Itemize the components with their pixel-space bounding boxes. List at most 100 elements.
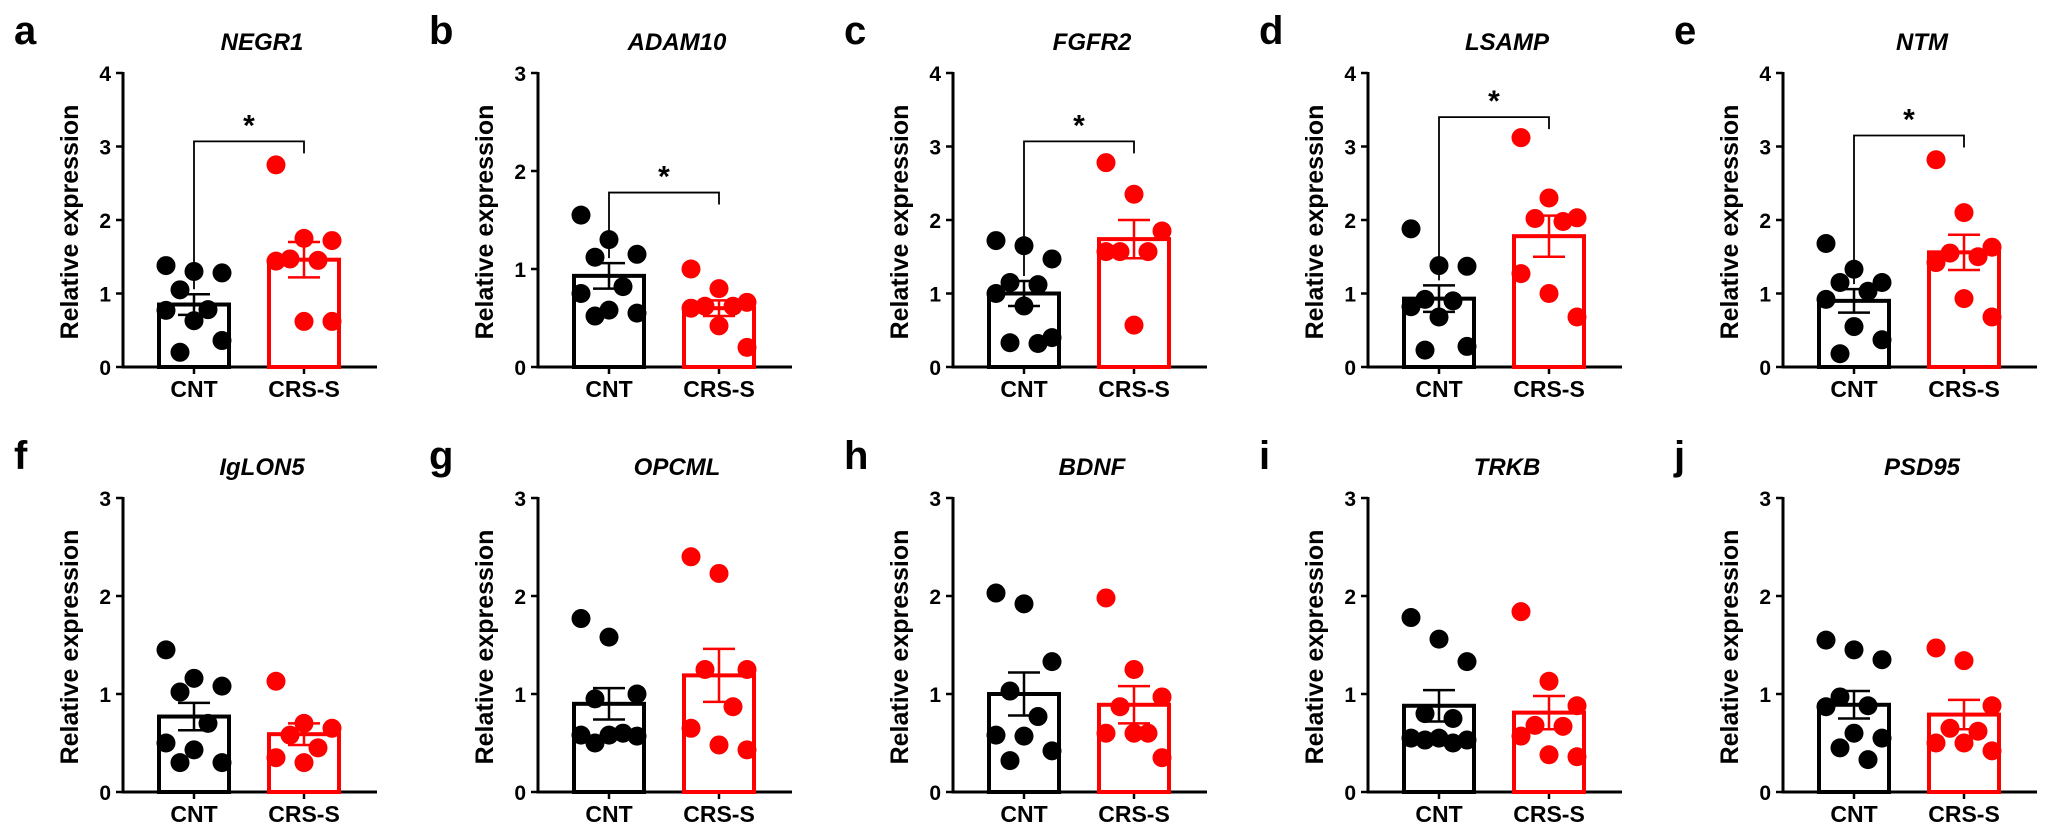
y-axis-label: Relative expression <box>1301 530 1329 765</box>
x-tick-label: CNT <box>170 801 217 827</box>
y-tick-label: 4 <box>1759 63 1771 86</box>
data-point <box>1457 652 1477 672</box>
y-tick-label: 0 <box>514 782 526 805</box>
data-point <box>1401 219 1421 239</box>
data-point <box>1926 150 1946 170</box>
panel-c: c FGFR2 Relative expression 0 1 2 3 4 CNT CRS-S * <box>844 9 1207 402</box>
data-point <box>681 718 701 738</box>
y-tick-label: 3 <box>1344 137 1356 160</box>
data-point <box>1872 272 1892 292</box>
y-axis-label: Relative expression <box>886 105 914 340</box>
y-tick-label: 2 <box>929 586 941 609</box>
y-tick-label: 2 <box>1344 586 1356 609</box>
data-point <box>170 682 190 702</box>
data-point <box>1539 284 1559 303</box>
data-point <box>986 583 1006 603</box>
data-point <box>266 671 286 691</box>
y-tick-label: 0 <box>1344 782 1356 805</box>
data-point <box>212 753 232 773</box>
x-tick-label: CRS-S <box>1928 801 2000 827</box>
data-point <box>1858 696 1878 716</box>
data-point <box>1000 751 1020 771</box>
data-point <box>723 697 743 717</box>
data-point <box>1138 723 1158 743</box>
data-point <box>695 660 715 679</box>
y-tick-label: 2 <box>1344 210 1356 233</box>
y-tick-label: 3 <box>514 63 526 86</box>
panel-f: f IgLON5 Relative expression 0 1 2 3 CNT CRS-S <box>14 434 377 827</box>
data-point <box>1954 733 1974 753</box>
y-tick-label: 4 <box>1344 63 1356 86</box>
y-tick-label: 0 <box>99 782 111 805</box>
data-point <box>986 284 1006 303</box>
gene-title: NTM <box>1896 29 1949 56</box>
x-tick-label: CRS-S <box>683 376 755 402</box>
data-point <box>599 627 619 647</box>
data-point <box>1014 726 1034 746</box>
data-point <box>1511 264 1531 284</box>
data-point <box>1858 281 1878 301</box>
data-point <box>709 563 729 583</box>
panel-h: h BDNF Relative expression 0 1 2 3 CNT CRS-S <box>844 434 1207 827</box>
data-point <box>1152 687 1172 707</box>
data-point <box>1443 291 1463 311</box>
data-point <box>1110 242 1130 262</box>
data-point <box>1042 652 1062 672</box>
data-point <box>170 753 190 773</box>
data-point <box>1415 340 1435 360</box>
panel-letter: h <box>844 434 868 478</box>
data-point <box>599 725 619 745</box>
data-point <box>280 725 300 745</box>
data-point <box>1152 748 1172 768</box>
y-axis-label: Relative expression <box>1716 105 1744 340</box>
x-tick-label: CRS-S <box>1513 376 1585 402</box>
y-tick-label: 3 <box>514 488 526 511</box>
y-axis-label: Relative expression <box>1301 105 1329 340</box>
data-point <box>266 251 286 271</box>
bar-crs-s <box>1097 237 1171 369</box>
y-tick-label: 3 <box>929 137 941 160</box>
y-tick-label: 0 <box>1759 782 1771 805</box>
data-point <box>1152 221 1172 241</box>
y-tick-label: 2 <box>1759 586 1771 609</box>
data-point <box>599 300 619 320</box>
y-tick-label: 2 <box>514 161 526 184</box>
data-point <box>1096 723 1116 743</box>
data-point <box>627 726 647 746</box>
x-tick-label: CRS-S <box>683 801 755 827</box>
data-point <box>709 279 729 299</box>
y-tick-label: 3 <box>929 488 941 511</box>
y-tick-label: 1 <box>1344 684 1356 707</box>
y-tick-label: 1 <box>514 684 526 707</box>
data-point <box>212 263 232 283</box>
significance-star: * <box>1903 103 1915 136</box>
gene-title: OPCML <box>634 454 721 481</box>
data-point <box>571 205 591 225</box>
gene-title: IgLON5 <box>219 454 305 481</box>
y-tick-label: 1 <box>1344 284 1356 307</box>
panel-letter: a <box>14 9 37 53</box>
data-point <box>266 748 286 768</box>
data-point <box>1844 723 1864 743</box>
y-tick-label: 1 <box>99 284 111 307</box>
data-point <box>709 735 729 755</box>
data-point <box>1567 307 1587 327</box>
significance-bracket <box>608 191 720 259</box>
data-point <box>1511 128 1531 148</box>
data-point <box>1000 333 1020 353</box>
x-tick-label: CNT <box>585 376 632 402</box>
data-point <box>1028 275 1048 295</box>
data-point <box>1539 745 1559 765</box>
data-point <box>212 676 232 696</box>
panel-letter: b <box>429 9 453 53</box>
panel-letter: e <box>1674 9 1696 53</box>
y-tick-label: 1 <box>99 684 111 707</box>
panel-letter: d <box>1259 9 1283 53</box>
data-point <box>571 725 591 745</box>
data-point <box>1872 728 1892 748</box>
data-point <box>1124 723 1144 743</box>
data-point <box>681 547 701 567</box>
data-point <box>1028 333 1048 353</box>
y-tick-label: 0 <box>514 357 526 380</box>
gene-title: BDNF <box>1059 454 1127 481</box>
